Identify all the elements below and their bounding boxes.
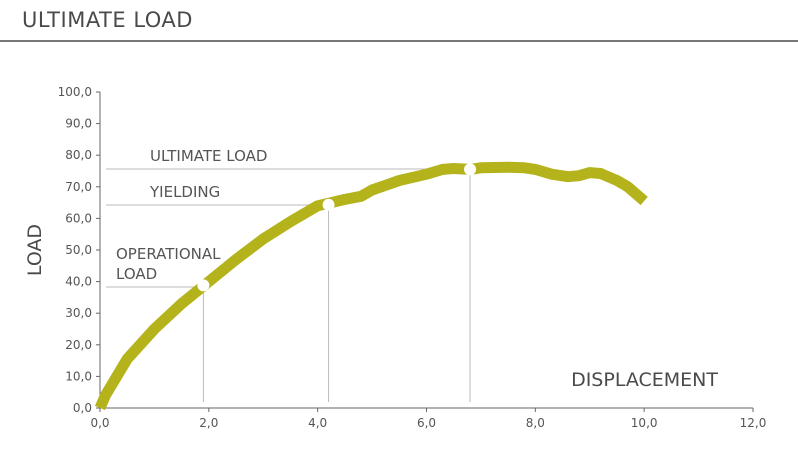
series-layer — [94, 161, 648, 411]
y-tick-label: 100,0 — [58, 85, 92, 99]
annotation-marker — [322, 198, 335, 211]
annotation-marker — [197, 279, 210, 292]
page-title: ULTIMATE LOAD — [22, 8, 193, 32]
y-tick-label: 10,0 — [65, 369, 92, 383]
annotation-label: YIELDING — [149, 183, 220, 201]
x-tick-label: 12,0 — [740, 416, 767, 430]
annotation-label: OPERATIONAL — [116, 245, 221, 263]
y-tick-label: 20,0 — [65, 338, 92, 352]
x-tick-label: 0,0 — [90, 416, 109, 430]
x-axis-title: DISPLACEMENT — [571, 369, 718, 391]
y-tick-label: 90,0 — [65, 117, 92, 131]
y-axis-title: LOAD — [24, 224, 46, 276]
y-tick-label: 70,0 — [65, 180, 92, 194]
x-tick-label: 2,0 — [199, 416, 218, 430]
y-tick-label: 0,0 — [73, 401, 92, 415]
y-tick-label: 80,0 — [65, 148, 92, 162]
y-tick-label: 30,0 — [65, 306, 92, 320]
x-tick-label: 6,0 — [417, 416, 436, 430]
y-tick-label: 40,0 — [65, 275, 92, 289]
x-tick-label: 4,0 — [308, 416, 327, 430]
annotation-marker — [464, 163, 477, 176]
chart-text: 0,0 10,0 20,0 30,0 40,0 50,0 60,0 70,0 80,0 90,0 1… — [24, 85, 766, 430]
title-divider — [0, 40, 798, 42]
annotation-label-line2: LOAD — [116, 265, 157, 283]
annotation-label: ULTIMATE LOAD — [150, 147, 267, 165]
annotation-markers — [197, 163, 477, 292]
x-tick-label: 8,0 — [526, 416, 545, 430]
y-tick-label: 50,0 — [65, 243, 92, 257]
x-tick-label: 10,0 — [631, 416, 658, 430]
axes — [96, 91, 754, 412]
y-tick-label: 60,0 — [65, 211, 92, 225]
series-line — [94, 161, 648, 411]
annotation-guides — [106, 168, 471, 402]
